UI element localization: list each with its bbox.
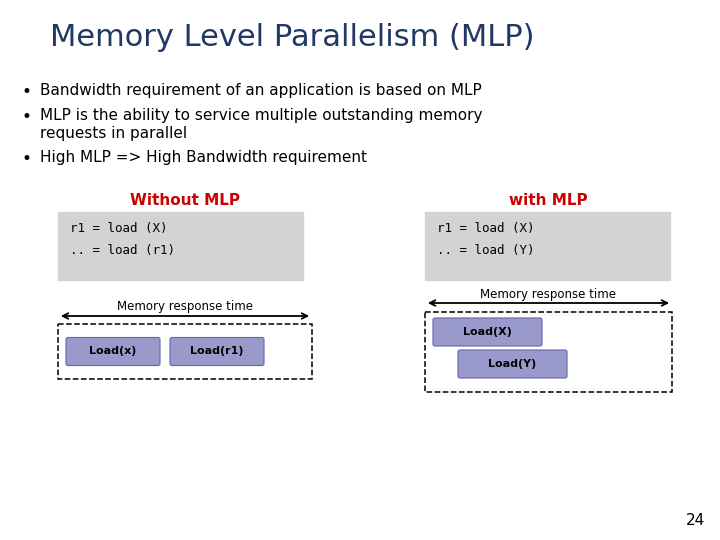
Text: •: •	[22, 83, 32, 101]
Text: Without MLP: Without MLP	[130, 193, 240, 208]
Text: Load(Y): Load(Y)	[488, 359, 536, 369]
FancyBboxPatch shape	[433, 318, 542, 346]
Text: Load(X): Load(X)	[463, 327, 512, 337]
FancyBboxPatch shape	[425, 312, 672, 392]
FancyBboxPatch shape	[425, 212, 670, 280]
Text: •: •	[22, 108, 32, 126]
Text: r1 = load (X)
.. = load (r1): r1 = load (X) .. = load (r1)	[70, 222, 175, 257]
Text: Bandwidth requirement of an application is based on MLP: Bandwidth requirement of an application …	[40, 83, 482, 98]
Text: High MLP => High Bandwidth requirement: High MLP => High Bandwidth requirement	[40, 150, 367, 165]
FancyBboxPatch shape	[66, 338, 160, 366]
Text: MLP is the ability to service multiple outstanding memory: MLP is the ability to service multiple o…	[40, 108, 482, 123]
Text: Load(x): Load(x)	[89, 347, 137, 356]
Text: Memory response time: Memory response time	[117, 300, 253, 313]
Text: Load(r1): Load(r1)	[190, 347, 244, 356]
Text: r1 = load (X)
.. = load (Y): r1 = load (X) .. = load (Y)	[437, 222, 534, 257]
Text: •: •	[22, 150, 32, 168]
Text: requests in parallel: requests in parallel	[40, 126, 187, 141]
FancyBboxPatch shape	[58, 324, 312, 379]
FancyBboxPatch shape	[458, 350, 567, 378]
FancyBboxPatch shape	[58, 212, 303, 280]
Text: 24: 24	[685, 513, 705, 528]
Text: with MLP: with MLP	[509, 193, 588, 208]
FancyBboxPatch shape	[170, 338, 264, 366]
Text: Memory Level Parallelism (MLP): Memory Level Parallelism (MLP)	[50, 24, 534, 52]
Text: Memory response time: Memory response time	[480, 288, 616, 301]
